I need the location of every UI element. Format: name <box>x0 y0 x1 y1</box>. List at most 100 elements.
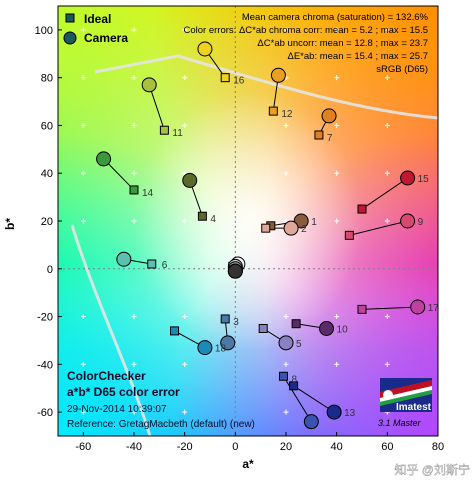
grid-marker <box>283 361 289 367</box>
x-tick-label: 20 <box>280 441 292 453</box>
logo-name: Imatest <box>396 402 432 413</box>
ideal-point-14 <box>129 185 139 195</box>
grid-marker <box>80 27 86 33</box>
patch-label-17: 17 <box>428 303 440 314</box>
grid-marker <box>384 361 390 367</box>
grid-marker <box>80 170 86 176</box>
patch-label-10: 10 <box>337 325 349 336</box>
x-tick-label: 0 <box>232 441 238 453</box>
grid-marker <box>80 361 86 367</box>
camera-point-11 <box>141 77 157 93</box>
ideal-point-8 <box>278 371 288 381</box>
grid-marker <box>131 409 137 415</box>
ideal-point-4 <box>197 211 207 221</box>
y-tick-label: 0 <box>47 264 53 276</box>
x-tick-label: 80 <box>432 441 444 453</box>
camera-point-8 <box>303 414 319 430</box>
error-line-15 <box>361 177 408 210</box>
grid-marker <box>334 122 340 128</box>
grid-marker <box>334 314 340 320</box>
grid-marker <box>283 122 289 128</box>
patch-label-5: 5 <box>296 339 302 350</box>
ideal-point-10 <box>291 319 301 329</box>
ideal-point-6 <box>147 259 157 269</box>
error-line-9 <box>349 220 408 236</box>
grid-marker <box>384 218 390 224</box>
legend: Ideal Camera <box>63 12 128 45</box>
y-tick-label: 100 <box>35 25 53 37</box>
camera-point-2 <box>283 220 299 236</box>
ideal-point-11 <box>159 125 169 135</box>
camera-point-9 <box>400 213 416 229</box>
camera-point-1 <box>293 213 309 229</box>
camera-point-6 <box>116 251 132 267</box>
camera-point-14 <box>96 151 112 167</box>
grid-marker <box>283 170 289 176</box>
grid-marker <box>131 170 137 176</box>
info-timestamp: 29-Nov-2014 10:39:07 <box>67 404 167 415</box>
ideal-point-7 <box>314 130 324 140</box>
camera-point-12 <box>270 67 286 83</box>
x-tick-label: -40 <box>126 441 142 453</box>
grid-marker <box>131 27 137 33</box>
gamut-curve-left <box>70 224 152 437</box>
grid-marker <box>80 218 86 224</box>
grid-marker <box>283 409 289 415</box>
grid-marker <box>182 361 188 367</box>
error-line-13 <box>293 385 335 413</box>
grid-marker <box>80 314 86 320</box>
ideal-point-3 <box>220 314 230 324</box>
patch-label-2: 2 <box>301 224 307 235</box>
grid-marker <box>131 361 137 367</box>
error-line-17 <box>361 306 418 310</box>
gamut-curves <box>70 54 439 437</box>
grid-marker <box>131 75 137 81</box>
grid-marker <box>283 27 289 33</box>
ideal-point-18 <box>170 326 180 336</box>
camera-point-5 <box>278 335 294 351</box>
x-axis-label: a* <box>242 457 254 471</box>
grid-marker <box>334 170 340 176</box>
patch-label-7: 7 <box>327 133 333 144</box>
patch-label-4: 4 <box>210 214 216 225</box>
grid-marker <box>80 75 86 81</box>
ideal-point-15 <box>357 204 367 214</box>
grid-marker <box>384 75 390 81</box>
error-line-11 <box>148 84 165 131</box>
x-tick-label: -20 <box>177 441 193 453</box>
y-tick-label: -20 <box>37 312 53 324</box>
grid-marker <box>131 122 137 128</box>
x-tick-label: -60 <box>75 441 91 453</box>
grid-marker <box>182 122 188 128</box>
y-tick-label: 20 <box>41 216 53 228</box>
grid-marker <box>384 314 390 320</box>
y-tick-label: 80 <box>41 73 53 85</box>
stats-line-chroma-corr: Color errors: ΔC*ab chroma corr: mean = … <box>184 25 428 36</box>
legend-ideal-label: Ideal <box>84 12 111 26</box>
ideal-point-16 <box>220 73 230 83</box>
grid-marker <box>182 27 188 33</box>
plot-frame <box>57 5 439 437</box>
grid-marker <box>80 122 86 128</box>
patch-label-1: 1 <box>311 217 317 228</box>
grid-marker <box>131 218 137 224</box>
logo-version: 3.1 Master <box>378 418 422 428</box>
x-tick-label: 60 <box>381 441 393 453</box>
grid-marker <box>182 409 188 415</box>
grid-marker <box>384 170 390 176</box>
patch-label-11: 11 <box>172 128 183 139</box>
grid-marker <box>334 218 340 224</box>
patch-label-13: 13 <box>344 408 356 419</box>
patch-label-14: 14 <box>142 188 154 199</box>
camera-point-4 <box>182 172 198 188</box>
patch-label-12: 12 <box>281 109 293 120</box>
y-tick-label: -60 <box>37 407 53 419</box>
ideal-point-9 <box>344 230 354 240</box>
camera-point-17 <box>410 299 426 315</box>
grid-marker <box>182 75 188 81</box>
grid-marker <box>131 314 137 320</box>
info-title: ColorChecker <box>67 369 146 383</box>
ideal-point-17 <box>357 304 367 314</box>
